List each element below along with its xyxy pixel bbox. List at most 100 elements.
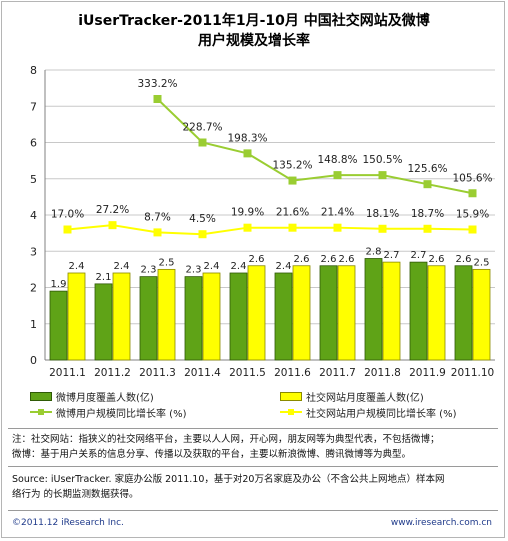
bar [247, 265, 266, 361]
line-value-label: 17.0% [51, 209, 84, 221]
chart-title-line1: iUserTracker-2011年1月-10月 中国社交网站及微博 [78, 13, 430, 29]
divider-bottom [8, 510, 498, 511]
note-line2: 微博：基于用户关系的信息分享、传播以及获取的平台，主要以新浪微博、腾讯微博等为典… [12, 449, 412, 460]
legend-item-weibo-bar: 微博月度覆盖人数(亿) [30, 389, 154, 404]
x-tick-label: 2011.2 [94, 367, 131, 379]
x-tick-label: 2011.5 [229, 367, 266, 379]
x-tick-label: 2011.8 [364, 367, 401, 379]
bar-value-label: 2.6 [294, 254, 310, 265]
line-value-label: 105.6% [452, 172, 492, 184]
series-marker [243, 223, 252, 232]
bar [382, 261, 401, 361]
series-marker [108, 221, 117, 230]
bar-value-label: 2.6 [456, 254, 472, 265]
grid-lines [44, 69, 495, 361]
bar [49, 290, 68, 361]
bar [139, 276, 158, 361]
y-axis-ticks: 0 1 2 3 4 5 6 7 8 [30, 64, 37, 367]
bar [292, 265, 311, 361]
series-marker [333, 171, 342, 180]
series-marker [423, 180, 432, 189]
series-marker [333, 223, 342, 232]
line-value-label: 4.5% [189, 213, 216, 225]
line-value-label: 228.7% [182, 122, 222, 134]
x-tick-label: 2011.4 [184, 367, 221, 379]
legend-item-sns-line: 社交网站用户规模同比增长率 (%) [280, 405, 456, 420]
bar [157, 268, 176, 361]
legend-item-sns-bar: 社交网站月度覆盖人数(亿) [280, 389, 424, 404]
line-value-label: 18.1% [366, 208, 399, 220]
bar [112, 272, 131, 361]
legend-label-weibo-line: 微博用户规模同比增长率 (%) [56, 408, 187, 420]
x-tick-label: 2011.9 [409, 367, 446, 379]
x-axis-ticks: 2011.1 2011.2 2011.3 2011.4 2011.5 2011.6 2011… [49, 367, 494, 379]
line-value-label: 15.9% [456, 209, 489, 221]
bar [229, 272, 248, 361]
line-value-label: 19.9% [231, 207, 264, 219]
bar [67, 272, 86, 361]
divider-top [8, 428, 498, 429]
series-line [67, 224, 473, 236]
series-marker [243, 149, 252, 158]
legend-label-sns-bar: 社交网站月度覆盖人数(亿) [306, 392, 424, 404]
bar [454, 265, 473, 361]
series-marker [153, 228, 162, 237]
y-tick-label: 8 [30, 64, 37, 77]
bar-value-label: 2.4 [276, 261, 292, 272]
bar-value-label: 2.1 [96, 272, 112, 283]
y-tick-label: 7 [30, 100, 37, 113]
legend-line-sns [280, 407, 302, 417]
bar-value-label: 2.8 [366, 247, 382, 258]
bar-value-label: 2.4 [69, 261, 85, 272]
source-line2: 络行为 的长期监测数据获得。 [12, 489, 139, 500]
x-tick-label: 2011.1 [49, 367, 86, 379]
legend-label-weibo-bar: 微博月度覆盖人数(亿) [56, 392, 154, 404]
series-marker [288, 176, 297, 185]
line-value-label: 21.4% [321, 207, 354, 219]
bar-value-label: 2.6 [339, 254, 355, 265]
bar [94, 283, 113, 361]
x-tick-label: 2011.7 [319, 367, 356, 379]
series-lines: 333.2% 228.7% 198.3% 135.2% 148.8% 150.5% 125.… [51, 78, 493, 239]
bar-value-label: 2.6 [429, 254, 445, 265]
series-marker [198, 230, 207, 239]
bar [427, 265, 446, 361]
series-marker [423, 224, 432, 233]
legend-swatch-sns-bar [280, 391, 302, 401]
legend-line-weibo [30, 407, 52, 417]
y-tick-label: 6 [30, 137, 37, 150]
y-tick-label: 0 [30, 354, 37, 367]
line-value-label: 18.7% [411, 208, 444, 220]
line-value-label: 333.2% [137, 78, 177, 90]
line-value-label: 150.5% [362, 154, 402, 166]
series-marker [378, 171, 387, 180]
x-tick-label: 2011.10 [451, 367, 494, 379]
line-value-label: 135.2% [272, 160, 312, 172]
bars: 1.92.12.3 2.3 2.4 2.42.62.8 2.7 2.62.4 2.4 2.5 2… [49, 247, 491, 361]
bar-value-label: 2.6 [321, 254, 337, 265]
footer-copyright: ©2011.12 iResearch Inc. [12, 518, 124, 528]
bar-value-label: 1.9 [51, 279, 67, 290]
footer-url[interactable]: www.iresearch.com.cn [390, 518, 492, 528]
y-tick-label: 3 [30, 245, 37, 258]
bar [319, 265, 338, 361]
bar [364, 258, 383, 361]
line-value-label: 21.6% [276, 207, 309, 219]
x-tick-label: 2011.3 [139, 367, 176, 379]
bar-value-label: 2.6 [249, 254, 265, 265]
series-marker [288, 223, 297, 232]
legend-item-weibo-line: 微博用户规模同比增长率 (%) [30, 405, 187, 420]
legend-swatch-weibo-bar [30, 391, 52, 401]
bar-value-label: 2.4 [114, 261, 130, 272]
bar [337, 265, 356, 361]
bar-value-label: 2.7 [384, 250, 400, 261]
divider-middle [8, 466, 498, 467]
bar [202, 272, 221, 361]
x-tick-label: 2011.6 [274, 367, 311, 379]
series-marker [468, 189, 477, 198]
note-text: 注：社交网站：指狭义的社交网络平台，主要以人人网，开心网，朋友网等为典型代表，不… [12, 432, 498, 462]
bar [472, 268, 491, 361]
bar-value-label: 2.5 [474, 257, 490, 268]
series-marker [63, 225, 72, 234]
